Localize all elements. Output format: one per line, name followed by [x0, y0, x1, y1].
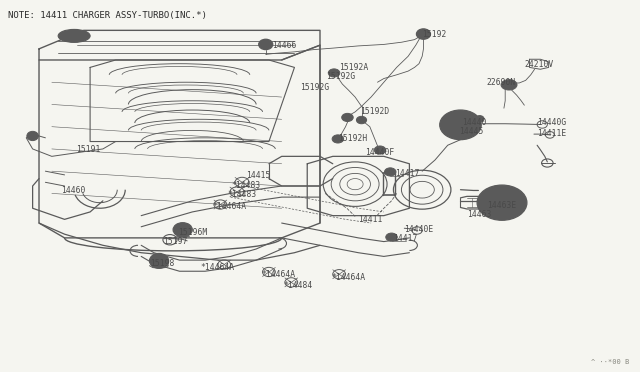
Ellipse shape — [386, 233, 397, 241]
Ellipse shape — [385, 168, 396, 176]
Text: *14483: *14483 — [227, 190, 257, 199]
Ellipse shape — [173, 223, 192, 237]
Text: 15192H: 15192H — [338, 134, 367, 143]
Text: *14464A: *14464A — [261, 270, 296, 279]
Text: 15196M: 15196M — [178, 228, 207, 237]
Text: 14411E: 14411E — [537, 128, 566, 138]
Text: *14464A: *14464A — [332, 273, 365, 282]
Ellipse shape — [27, 131, 38, 141]
Text: 15198: 15198 — [150, 259, 175, 267]
Text: 14417: 14417 — [394, 234, 418, 243]
Ellipse shape — [356, 116, 367, 124]
Ellipse shape — [342, 113, 353, 122]
Text: 22690N: 22690N — [486, 78, 515, 87]
Ellipse shape — [150, 253, 169, 268]
Ellipse shape — [259, 39, 273, 49]
Text: 14411: 14411 — [358, 215, 383, 224]
Text: 14440F: 14440F — [365, 148, 394, 157]
Text: NOTE: 14411 CHARGER ASSY-TURBO(INC.*): NOTE: 14411 CHARGER ASSY-TURBO(INC.*) — [8, 11, 207, 20]
Ellipse shape — [475, 116, 484, 122]
Text: 14466: 14466 — [272, 41, 296, 51]
Ellipse shape — [332, 135, 344, 143]
Text: *14464A: *14464A — [212, 202, 247, 211]
Ellipse shape — [477, 185, 527, 220]
Ellipse shape — [417, 29, 431, 39]
Text: 15192D: 15192D — [360, 108, 389, 116]
Text: 14417: 14417 — [396, 169, 420, 177]
Text: ^ ··*00 B: ^ ··*00 B — [591, 359, 630, 365]
Text: 14440G: 14440G — [537, 118, 566, 127]
Text: 14415: 14415 — [246, 171, 271, 180]
Text: 15192G: 15192G — [326, 72, 356, 81]
Text: 14463E: 14463E — [487, 201, 516, 210]
Text: 14445: 14445 — [460, 126, 484, 136]
Text: *14484: *14484 — [283, 281, 312, 290]
Ellipse shape — [58, 29, 90, 42]
Text: 15192G: 15192G — [300, 83, 329, 92]
Text: 14440E: 14440E — [404, 225, 433, 234]
Text: 14463: 14463 — [467, 211, 492, 219]
Text: 15191: 15191 — [76, 145, 100, 154]
Text: 14460: 14460 — [61, 186, 86, 195]
Ellipse shape — [374, 146, 386, 154]
Text: *14464A: *14464A — [200, 263, 234, 272]
Ellipse shape — [440, 110, 481, 140]
Text: 24210V: 24210V — [524, 60, 554, 69]
Text: 15192: 15192 — [422, 29, 447, 39]
Text: 14440: 14440 — [462, 118, 486, 127]
Text: *14483: *14483 — [232, 181, 261, 190]
Ellipse shape — [328, 69, 340, 77]
Ellipse shape — [501, 80, 517, 90]
Text: 15192A: 15192A — [339, 63, 369, 72]
Text: 15197: 15197 — [163, 237, 188, 246]
